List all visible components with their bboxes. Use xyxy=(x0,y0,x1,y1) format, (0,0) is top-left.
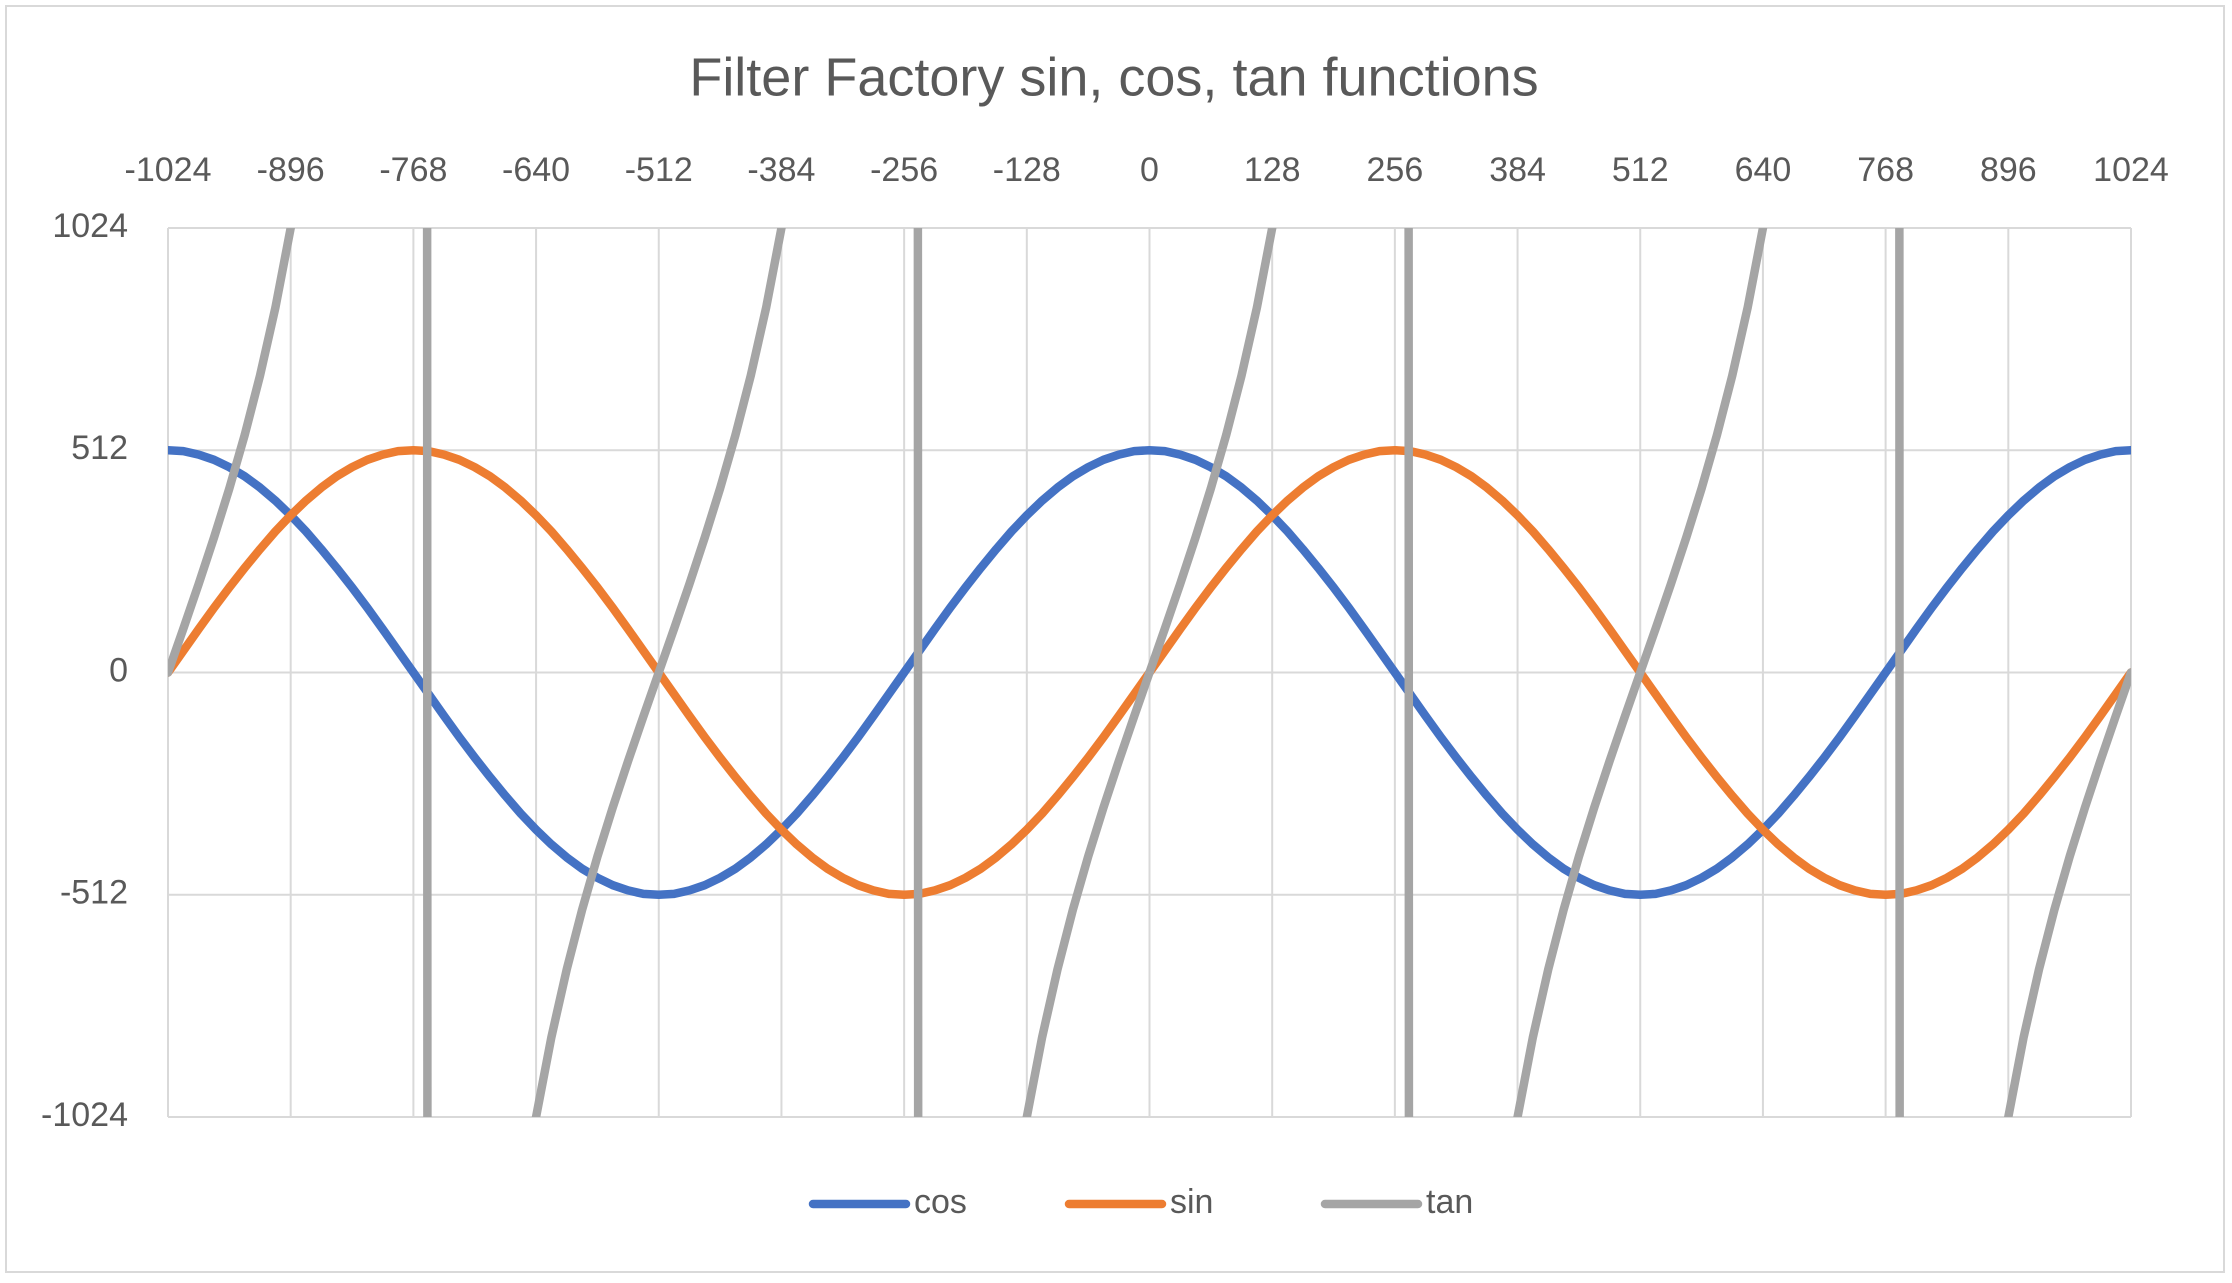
x-tick-label: 512 xyxy=(1612,151,1669,189)
legend-label: cos xyxy=(914,1183,967,1221)
y-tick-label: 0 xyxy=(109,651,128,689)
x-tick-label: -384 xyxy=(747,151,815,189)
legend-label: sin xyxy=(1170,1183,1213,1221)
x-tick-label: -1024 xyxy=(125,151,212,189)
x-tick-label: -128 xyxy=(993,151,1061,189)
x-tick-label: -896 xyxy=(257,151,325,189)
y-tick-label: 1024 xyxy=(52,207,128,245)
plot-lines xyxy=(168,228,2131,1117)
x-tick-label: 256 xyxy=(1367,151,1424,189)
y-tick-label: -1024 xyxy=(41,1096,128,1134)
x-tick-label: 768 xyxy=(1857,151,1914,189)
y-tick-label: -512 xyxy=(60,874,128,912)
tick-labels: -1024 -896 -768 -640 -512 -384 -256 -128 0 128 256… xyxy=(41,151,2169,1134)
x-tick-label: 0 xyxy=(1140,151,1159,189)
x-tick-label: 384 xyxy=(1489,151,1546,189)
x-tick-label: 128 xyxy=(1244,151,1301,189)
x-tick-label: -512 xyxy=(625,151,693,189)
x-tick-label: -640 xyxy=(502,151,570,189)
x-tick-label: 896 xyxy=(1980,151,2037,189)
x-tick-label: -256 xyxy=(870,151,938,189)
x-tick-label: 640 xyxy=(1735,151,1792,189)
series-line xyxy=(168,446,2131,899)
y-tick-label: 512 xyxy=(71,429,128,467)
chart-title: Filter Factory sin, cos, tan functions xyxy=(689,47,1538,107)
chart-border xyxy=(5,5,2225,1273)
legend: cos sin tan xyxy=(808,1183,1473,1221)
x-tick-label: 1024 xyxy=(2093,151,2169,189)
legend-label: tan xyxy=(1426,1183,1473,1221)
series-line xyxy=(168,228,2131,1117)
x-tick-label: -768 xyxy=(379,151,447,189)
